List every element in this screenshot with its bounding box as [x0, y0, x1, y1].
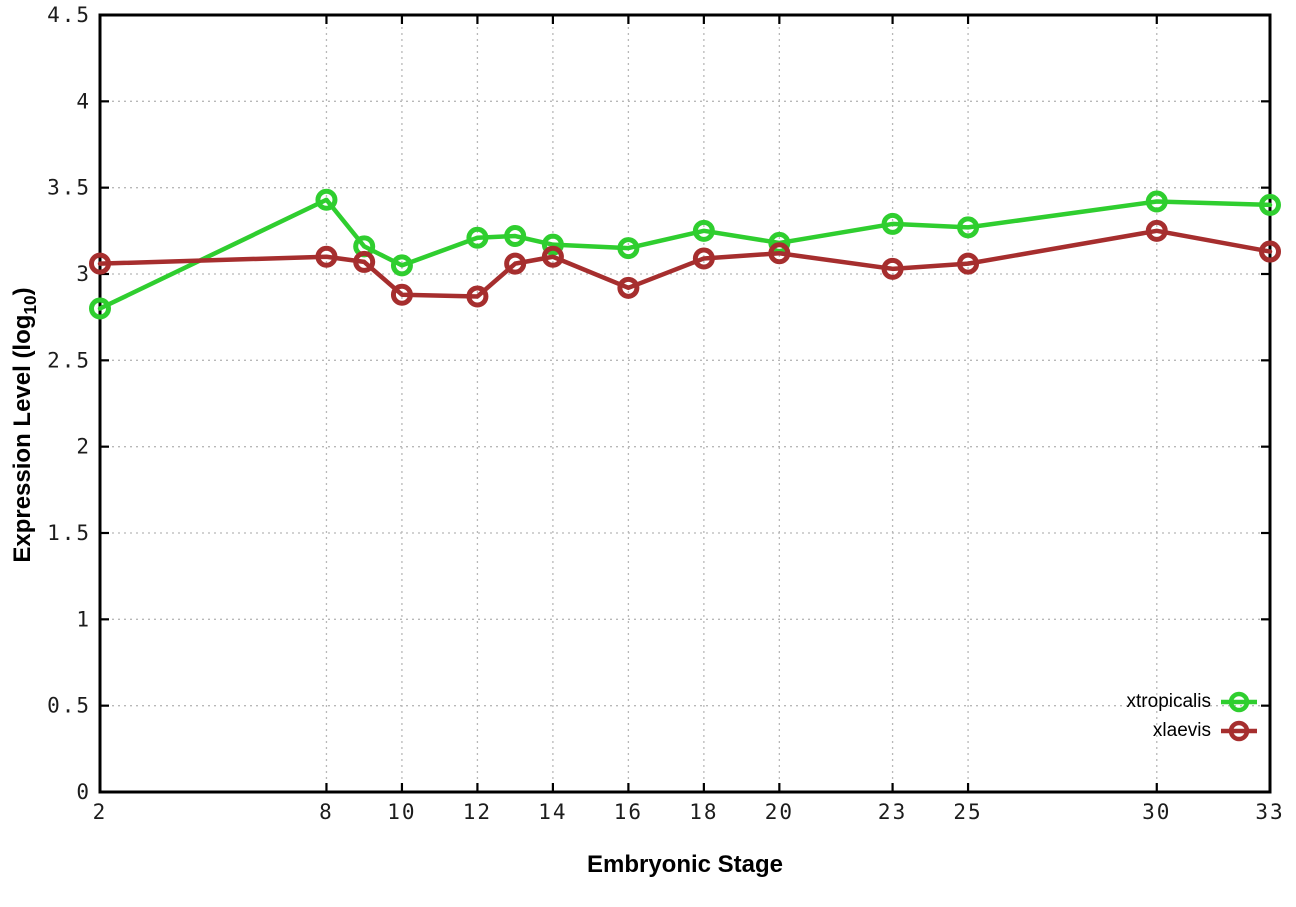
data-point-xtropicalis: [504, 225, 527, 248]
y-tick-label: 0: [76, 780, 91, 804]
data-point-xlaevis: [390, 283, 413, 306]
x-tick-label: 33: [1255, 800, 1284, 824]
data-point-xtropicalis: [466, 226, 489, 249]
y-tick-label: 4: [76, 89, 91, 113]
data-point-xlaevis: [617, 276, 640, 299]
data-point-xtropicalis: [957, 216, 980, 239]
data-point-xlaevis: [315, 245, 338, 268]
x-tick-label: 23: [878, 800, 907, 824]
data-point-xlaevis: [89, 252, 111, 275]
x-tick-label: 18: [689, 800, 718, 824]
data-point-xlaevis: [353, 250, 376, 273]
data-point-xtropicalis: [881, 212, 904, 235]
data-point-xlaevis: [1259, 240, 1281, 263]
legend-sample-xtropicalis-icon: [1221, 691, 1257, 712]
y-axis-label-text: Expression Level (log: [9, 314, 37, 563]
tick-labels: 0 0.5 1 1.5 2 2.5 3 3.5 4 4.5 2 8 10 12 14 16 18 20 23 25 30…: [47, 3, 1284, 824]
y-tick-label: 1.5: [47, 521, 91, 545]
data-point-xlaevis: [692, 247, 715, 270]
y-tick-label: 4.5: [47, 3, 91, 27]
legend-item-xtropicalis: xtropicalis: [1127, 687, 1258, 716]
data-point-xlaevis: [1145, 219, 1168, 242]
data-point-xtropicalis: [541, 233, 564, 256]
y-tick-label: 3: [76, 262, 91, 286]
y-tick-label: 2: [76, 435, 91, 459]
tick-marks: [98, 13, 1272, 794]
x-tick-label: 25: [953, 800, 982, 824]
legend-item-xlaevis: xlaevis: [1127, 716, 1258, 745]
data-point-xlaevis: [541, 245, 564, 268]
data-point-xlaevis: [504, 252, 527, 275]
y-axis-label-suffix: ): [9, 287, 37, 296]
x-tick-label: 8: [319, 800, 334, 824]
x-axis-label: Embryonic Stage: [586, 851, 784, 878]
y-tick-label: 2.5: [47, 348, 91, 372]
data-point-xlaevis: [881, 257, 904, 280]
legend: xtropicalis xlaevis: [1127, 687, 1258, 745]
x-tick-label: 12: [463, 800, 492, 824]
series-xtropicalis: [89, 188, 1281, 320]
data-point-xlaevis: [466, 285, 489, 308]
x-tick-label: 30: [1142, 800, 1171, 824]
x-tick-label: 20: [765, 800, 794, 824]
y-tick-label: 0.5: [47, 694, 91, 718]
legend-label-xlaevis: xlaevis: [1152, 720, 1211, 741]
data-point-xtropicalis: [692, 219, 715, 242]
series-line-xlaevis: [97, 228, 1273, 299]
gridlines: [100, 15, 1271, 792]
data-point-xlaevis: [957, 252, 980, 275]
series-xlaevis: [89, 219, 1281, 308]
y-axis-label-subscript: 10: [19, 295, 40, 315]
x-tick-label: 16: [614, 800, 643, 824]
y-tick-label: 1: [76, 607, 91, 631]
legend-sample-xlaevis-icon: [1221, 720, 1257, 741]
data-point-xtropicalis: [1145, 190, 1168, 213]
data-point-xtropicalis: [617, 237, 640, 260]
plot-border: [98, 13, 1272, 794]
series-line-xtropicalis: [97, 197, 1273, 311]
x-tick-label: 2: [93, 800, 108, 824]
data-point-xtropicalis: [390, 254, 413, 277]
legend-label-xtropicalis: xtropicalis: [1126, 691, 1211, 712]
data-point-xtropicalis: [315, 188, 338, 211]
data-point-xtropicalis: [1259, 193, 1281, 216]
x-tick-label: 10: [387, 800, 416, 824]
data-point-xtropicalis: [89, 297, 111, 320]
y-tick-label: 3.5: [47, 176, 91, 200]
x-tick-label: 14: [538, 800, 567, 824]
y-axis-label: Expression Level (log10): [9, 287, 41, 562]
data-point-xlaevis: [768, 242, 791, 265]
